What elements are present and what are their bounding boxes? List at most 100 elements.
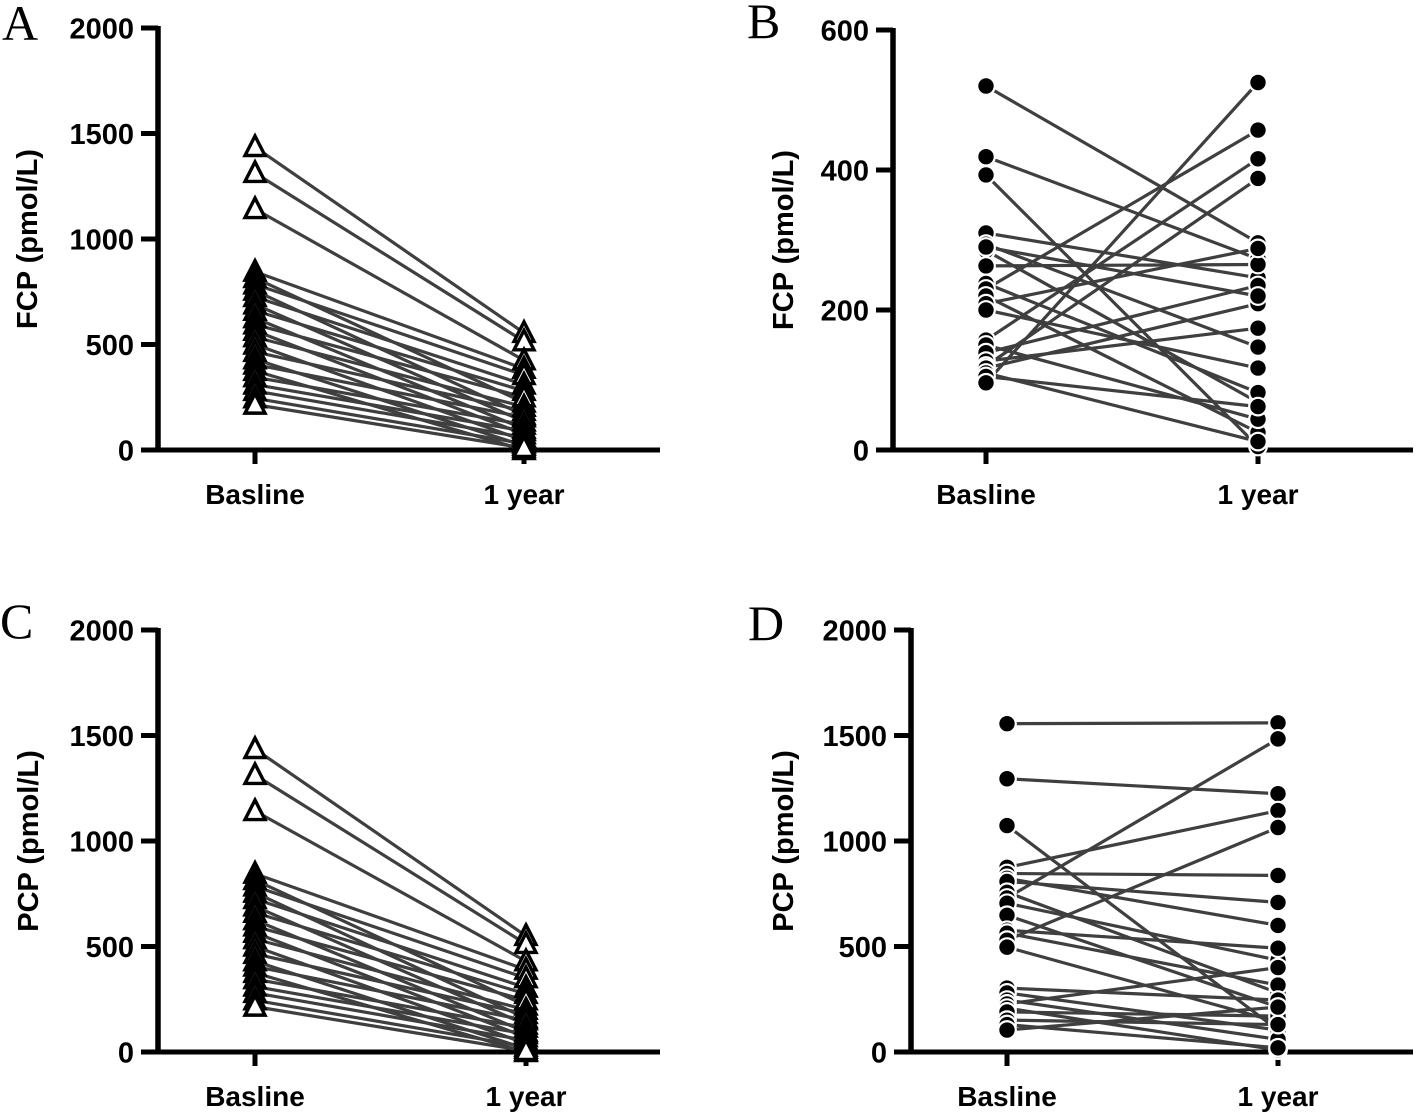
- data-point-marker: [1268, 783, 1288, 804]
- pair-line: [254, 937, 527, 1012]
- pair-line: [985, 326, 1259, 363]
- pair-line: [1006, 928, 1279, 950]
- data-point-marker: [976, 146, 996, 167]
- pair-line: [254, 952, 527, 1016]
- pair-line: [1006, 737, 1279, 900]
- pair-line: [1006, 871, 1279, 877]
- pair-line: [1006, 966, 1279, 1006]
- pair-line: [254, 964, 527, 1022]
- y-axis-title: PCP (pmol/L): [768, 750, 800, 932]
- data-point-marker: [997, 937, 1017, 958]
- data-point-marker: [242, 389, 268, 415]
- pair-line: [254, 897, 527, 990]
- pair-line: [985, 157, 1259, 342]
- y-tick-label: 0: [871, 1037, 887, 1069]
- x-tick-label: 1 year: [484, 479, 565, 510]
- pair-line: [1006, 721, 1279, 726]
- y-tick-label: 2000: [822, 615, 887, 647]
- data-point-marker: [1268, 728, 1288, 749]
- data-point-marker: [1248, 337, 1268, 358]
- pair-line: [985, 262, 1259, 268]
- pair-line: [254, 872, 527, 972]
- data-point-marker: [513, 1036, 539, 1062]
- y-tick-label: 1500: [822, 721, 887, 753]
- pair-line: [985, 302, 1259, 370]
- y-axis-title: FCP (pmol/L): [12, 149, 44, 329]
- pair-line: [254, 924, 527, 1002]
- pair-line: [985, 128, 1259, 291]
- data-point-marker: [976, 76, 996, 96]
- pair-line: [254, 350, 525, 413]
- data-point-marker: [1248, 72, 1268, 93]
- pair-line: [254, 383, 525, 433]
- pair-line: [254, 282, 525, 377]
- pair-line: [985, 308, 1259, 370]
- data-point-marker: [1248, 254, 1268, 275]
- data-point-marker: [1268, 915, 1288, 936]
- data-point-marker: [1268, 938, 1288, 959]
- pair-line: [254, 145, 525, 335]
- pair-line: [1006, 777, 1279, 796]
- panel-letter: C: [0, 593, 33, 649]
- pair-line: [254, 322, 525, 399]
- panel-letter: B: [747, 0, 780, 49]
- panel-A: 0 500 1000 1500 2000 Basline 1 year FCP (pmol/L…: [2, 0, 660, 510]
- data-point-marker: [242, 760, 268, 786]
- data-point-marker: [976, 300, 996, 320]
- pair-line: [984, 81, 1260, 384]
- pair-line: [254, 362, 525, 419]
- x-tick-label: Basline: [936, 479, 1036, 510]
- data-point-marker: [997, 815, 1017, 836]
- pair-line: [254, 295, 525, 387]
- pair-line: [985, 283, 1259, 355]
- x-tick-label: 1 year: [1218, 479, 1299, 510]
- data-point-marker: [1268, 997, 1288, 1017]
- pair-line: [1006, 931, 1279, 987]
- pair-line: [254, 977, 527, 1030]
- data-point-marker: [1248, 148, 1268, 169]
- data-point-marker: [1268, 1037, 1288, 1058]
- y-tick-label: 500: [86, 932, 134, 964]
- pair-line: [1006, 826, 1279, 942]
- y-tick-label: 1000: [822, 826, 887, 858]
- data-point-marker: [997, 713, 1017, 734]
- y-tick-label: 200: [821, 295, 869, 327]
- data-point-marker: [1248, 168, 1268, 189]
- pair-line: [254, 1005, 527, 1053]
- data-point-marker: [1248, 318, 1268, 339]
- pair-line: [985, 374, 1259, 409]
- pair-line: [1006, 1005, 1279, 1032]
- pair-line: [254, 171, 525, 343]
- x-tick-label: Basline: [205, 1081, 305, 1112]
- y-tick-label: 600: [821, 15, 869, 47]
- data-point-marker: [1268, 865, 1288, 886]
- data-point-marker: [1268, 800, 1288, 821]
- pair-line: [1006, 824, 1279, 1032]
- y-tick-label: 1500: [69, 119, 134, 151]
- y-tick-label: 0: [118, 435, 134, 467]
- data-point-marker: [1268, 817, 1288, 838]
- y-tick-label: 500: [86, 330, 134, 362]
- data-point-marker: [242, 991, 268, 1017]
- data-point-marker: [976, 164, 996, 185]
- data-point-marker: [242, 158, 268, 184]
- pair-line: [985, 294, 1259, 434]
- pair-line: [985, 249, 1259, 404]
- y-tick-label: 400: [821, 155, 869, 187]
- pair-line: [254, 747, 527, 938]
- data-point-marker: [997, 768, 1017, 789]
- pair-line: [254, 403, 525, 450]
- data-point-marker: [997, 1020, 1017, 1040]
- panel-letter: D: [748, 595, 784, 651]
- pair-line: [1006, 1018, 1279, 1027]
- y-tick-label: 2000: [69, 615, 134, 647]
- pair-line: [254, 998, 527, 1049]
- pair-line: [254, 396, 525, 446]
- y-axis-title: PCP (pmol/L): [13, 750, 45, 932]
- pair-line: [254, 809, 527, 963]
- pair-line: [985, 231, 1259, 280]
- panel-letter: A: [2, 0, 38, 51]
- data-point-marker: [1248, 120, 1268, 141]
